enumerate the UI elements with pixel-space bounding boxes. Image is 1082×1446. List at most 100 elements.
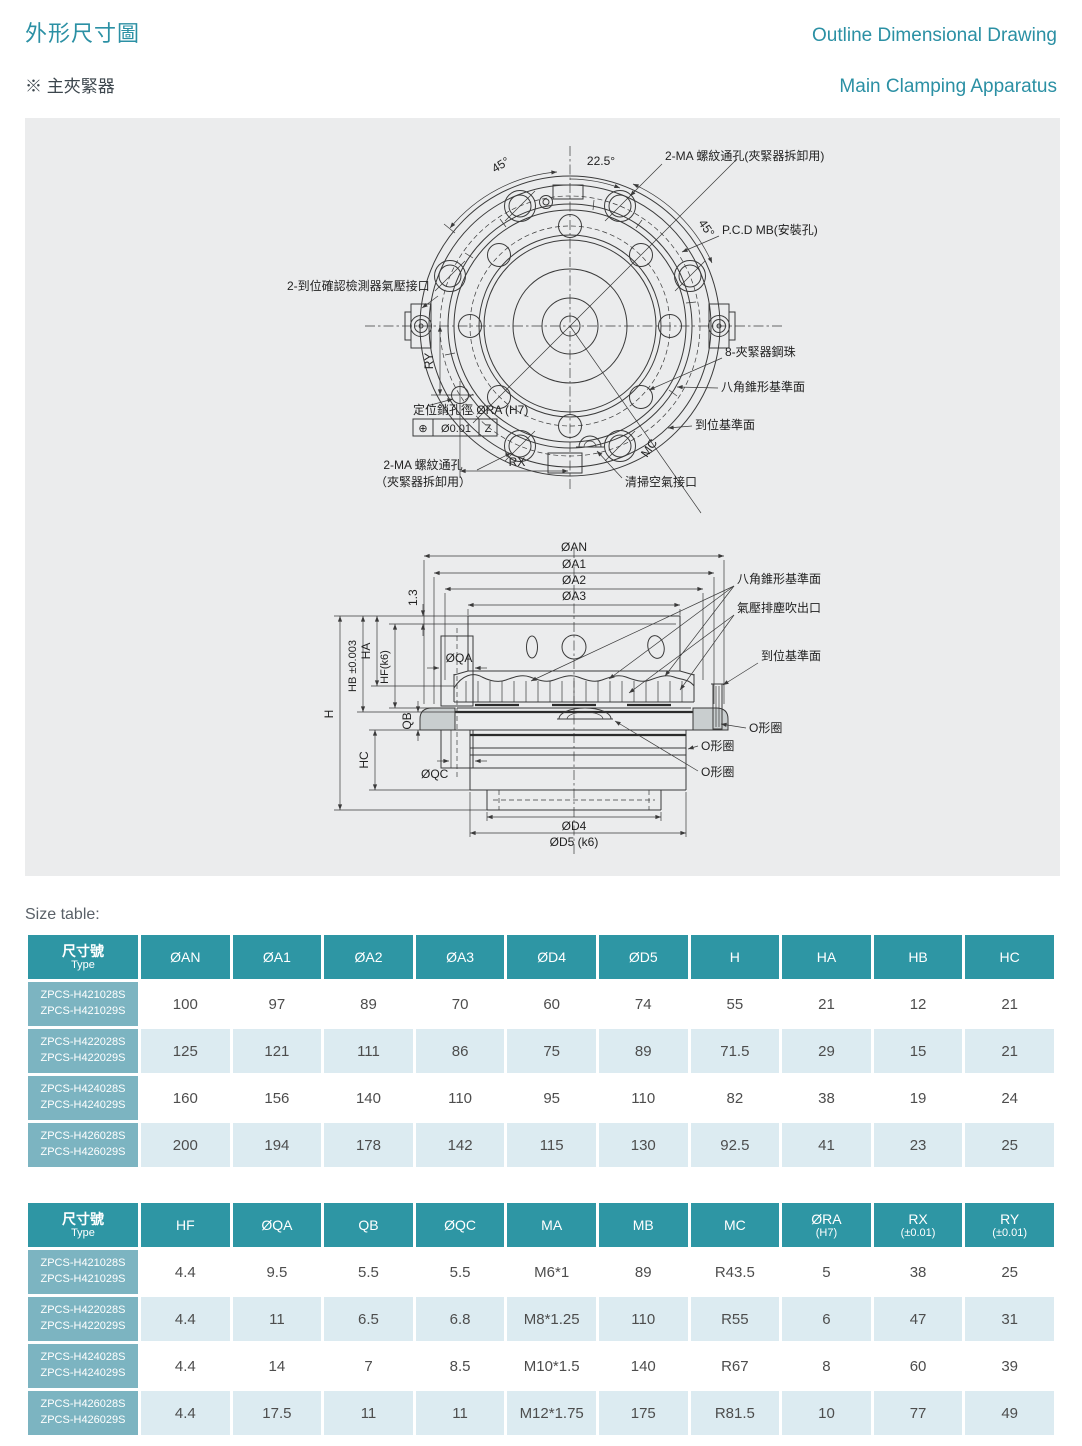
cell: 71.5 [690, 1029, 780, 1073]
cell: 12 [873, 982, 963, 1026]
type-header-zh: 尺寸號 [62, 942, 104, 959]
cell: 92.5 [690, 1123, 780, 1167]
cell: 82 [690, 1076, 780, 1120]
cell: 194 [232, 1123, 322, 1167]
cell: 38 [873, 1250, 963, 1294]
cell: 4.4 [141, 1297, 230, 1341]
page-subheader: ※ 主夾緊器 Main Clamping Apparatus [25, 72, 1057, 98]
type-line1: ZPCS-H421028S [40, 1257, 126, 1270]
tolerance-symbol: ⊕ [418, 423, 427, 435]
col-hc: HC [965, 935, 1054, 979]
page-title-zh: 外形尺寸圖 [25, 21, 141, 46]
cell: 41 [782, 1123, 871, 1167]
cell: 14 [232, 1344, 322, 1388]
cell: 160 [141, 1076, 230, 1120]
cell: 156 [232, 1076, 322, 1120]
col-rx-line1: RX [908, 1210, 928, 1227]
cell: 6 [782, 1297, 871, 1341]
page-subtitle-zh: ※ 主夾緊器 [25, 77, 115, 96]
cell: 86 [415, 1029, 505, 1073]
eight-balls-label: 8-夾緊器鋼珠 [725, 345, 796, 359]
col-mb: MB [598, 1203, 688, 1247]
cell: 19 [873, 1076, 963, 1120]
cell: 8 [782, 1344, 871, 1388]
type-line1: ZPCS-H422028S [40, 1304, 126, 1317]
col-oa2: ØA2 [324, 935, 413, 979]
cell: 130 [598, 1123, 688, 1167]
oring-label-1: O形圈 [749, 721, 782, 735]
seated-face-pin [711, 683, 724, 730]
type-line1: ZPCS-H422028S [40, 1036, 126, 1049]
type-cell: ZPCS-H422028S ZPCS-H422029S [28, 1297, 138, 1341]
col-qb: QB [324, 1203, 413, 1247]
col-oa3: ØA3 [415, 935, 505, 979]
position-tolerance-frame: ⊕ Ø0.01 Z [412, 418, 498, 437]
dim-h: H [322, 710, 336, 719]
top-view-drawing: 45° 22.5° 45° 2-MA 螺紋通孔(夾緊器拆卸用) P.C.D MB… [287, 146, 824, 514]
ma-thread-top-label: 2-MA 螺紋通孔(夾緊器拆卸用) [665, 148, 824, 163]
type-line2: ZPCS-H424029S [40, 1367, 126, 1379]
air-port-left [404, 303, 432, 349]
cell: 5 [782, 1250, 871, 1294]
dim-oa3: ØA3 [562, 589, 586, 603]
cell: 5.5 [324, 1250, 413, 1294]
col-ha: HA [782, 935, 871, 979]
table1-type-header: 尺寸號 Type [28, 935, 138, 979]
side-view-drawing: ØAN ØA1 ØA2 ØA3 [322, 540, 821, 855]
cell: 100 [141, 982, 230, 1026]
dim-oan: ØAN [561, 540, 587, 554]
size-table-1: 尺寸號 Type ØAN ØA1 ØA2 ØA3 ØD4 ØD5 H HA HB … [25, 932, 1057, 1170]
cell: 125 [141, 1029, 230, 1073]
seated-face-label-side: 到位基準面 [761, 648, 821, 663]
col-rx: RX (±0.01) [873, 1203, 963, 1247]
cell: 60 [873, 1344, 963, 1388]
table2-type-header: 尺寸號 Type [28, 1203, 138, 1247]
dim-oa2: ØA2 [562, 573, 586, 587]
cell: 4.4 [141, 1250, 230, 1294]
cell: R67 [690, 1344, 780, 1388]
cell: 15 [873, 1029, 963, 1073]
type-line2: ZPCS-H424029S [40, 1099, 126, 1111]
cell: 11 [232, 1297, 322, 1341]
cell: 17.5 [232, 1391, 322, 1435]
cell: 178 [324, 1123, 413, 1167]
cell: 39 [965, 1344, 1054, 1388]
type-cell: ZPCS-H424028S ZPCS-H424029S [28, 1344, 138, 1388]
dimensional-drawing-svg: 45° 22.5° 45° 2-MA 螺紋通孔(夾緊器拆卸用) P.C.D MB… [287, 146, 824, 855]
table-row: ZPCS-H421028S ZPCS-H421029S 4.4 9.5 5.5 5.5 M… [28, 1250, 1054, 1294]
cell: 9.5 [232, 1250, 322, 1294]
cell: 21 [782, 982, 871, 1026]
cell: M10*1.5 [507, 1344, 596, 1388]
col-ma: MA [507, 1203, 596, 1247]
table-row: ZPCS-H426028S ZPCS-H426029S 4.4 17.5 11 11 M1… [28, 1391, 1054, 1435]
type-line2: ZPCS-H426029S [40, 1146, 126, 1158]
oring-label-2: O形圈 [701, 739, 734, 753]
side-air-port [440, 628, 474, 780]
cell: 75 [507, 1029, 596, 1073]
cell: 110 [598, 1297, 688, 1341]
seated-face-label-top: 到位基準面 [695, 417, 755, 432]
clamp-ball-holes [458, 214, 682, 438]
dim-hb: HB ±0.003 [347, 640, 359, 692]
cell: 55 [690, 982, 780, 1026]
cell: 6.5 [324, 1297, 413, 1341]
clean-air-label: 清掃空氣接口 [625, 474, 697, 489]
octagonal-face-label-top: 八角錐形基準面 [721, 379, 805, 394]
type-line1: ZPCS-H426028S [40, 1398, 126, 1411]
page-title-en: Outline Dimensional Drawing [812, 25, 1057, 46]
col-h: H [690, 935, 780, 979]
cell: 110 [598, 1076, 688, 1120]
dust-blow-label: 氣壓排塵吹出口 [737, 600, 821, 615]
col-ora-line1: ØRA [811, 1210, 842, 1227]
table-row: ZPCS-H424028S ZPCS-H424029S 160 156 140 110 9… [28, 1076, 1054, 1120]
type-line2: ZPCS-H422029S [40, 1320, 126, 1332]
tolerance-value: Ø0.01 [441, 423, 471, 435]
table-row: ZPCS-H422028S ZPCS-H422029S 4.4 11 6.5 6.8 M8… [28, 1297, 1054, 1341]
cell: R43.5 [690, 1250, 780, 1294]
ry-dim-label: RY [422, 353, 436, 369]
size-table-label: Size table: [25, 906, 100, 923]
dim-oqc: ØQC [421, 767, 449, 781]
col-ora-line2: (H7) [815, 1227, 838, 1239]
type-line1: ZPCS-H426028S [40, 1130, 126, 1143]
cell: 200 [141, 1123, 230, 1167]
